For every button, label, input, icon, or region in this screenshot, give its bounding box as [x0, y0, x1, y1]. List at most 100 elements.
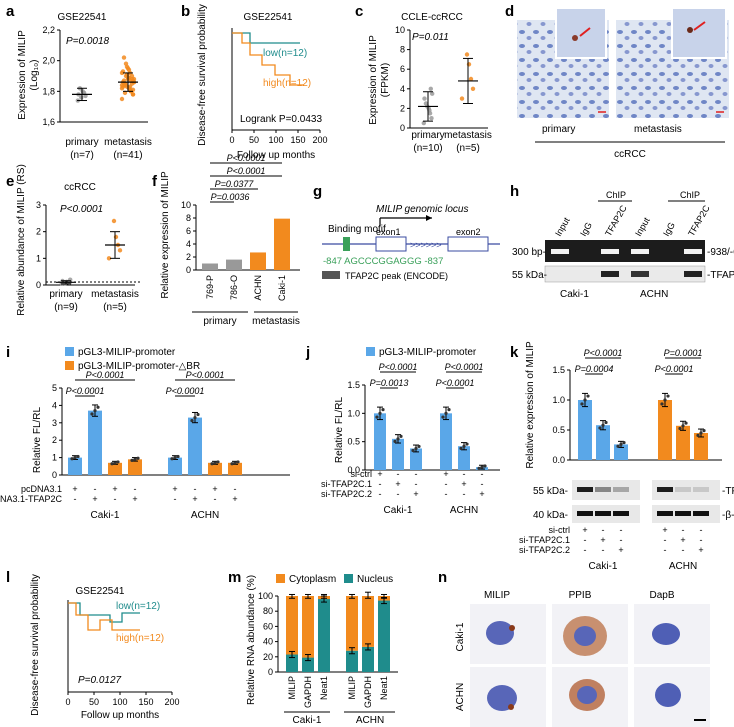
- d-metastasis-arrow-icon: [693, 21, 706, 31]
- f-pval-1: P<0.0001: [227, 166, 266, 176]
- i-dot-6-1: [213, 461, 217, 465]
- k-row-1: si-TFAP2C.1: [519, 535, 570, 545]
- i-cell-1: ACHN: [191, 510, 219, 521]
- a-n-1: (n=41): [113, 150, 142, 161]
- j-dot-1-2: [399, 434, 403, 438]
- g-peak-box: [322, 271, 340, 279]
- c-point-0-6: [422, 96, 427, 101]
- k-dot-0-1: [583, 398, 587, 402]
- a-cat-1: metastasis: [104, 137, 152, 148]
- k-actin-band-0: [577, 511, 593, 516]
- i-dot-6-2: [216, 460, 220, 464]
- h-band1: -938/-629: [707, 247, 734, 258]
- b-high-curve: [232, 32, 304, 86]
- panel-c-letter: c: [355, 3, 363, 20]
- i-sign-0-0: +: [72, 484, 77, 494]
- k-bar-4: [676, 425, 690, 460]
- l-xticks: 0 50 100 150 200: [65, 692, 180, 707]
- f-ytick-label-4: 2: [186, 252, 191, 262]
- f-cat-0: 769-P: [205, 275, 215, 299]
- b-xlabel: Follow up months: [237, 150, 315, 161]
- i-ytick-label-1: 4: [52, 400, 57, 410]
- e-point-1-3: [113, 234, 119, 240]
- i-bar-6: [208, 462, 222, 475]
- m-legend-swatch-1: [344, 574, 353, 583]
- k-actin-band-3: [657, 511, 673, 516]
- h-lane-labels: Input IgG TFAP2C Input IgG TFAP2C: [553, 203, 712, 238]
- a-ytick-label-0: 2,2: [42, 25, 55, 35]
- k-bar-5: [694, 433, 708, 460]
- e-ytick-label-0: 3: [36, 200, 41, 210]
- panel-l: GSE22541 Disease-free survival probabili…: [30, 574, 180, 721]
- j-dot-4-2: [465, 442, 469, 446]
- j-sign-0-5: -: [481, 469, 484, 479]
- i-bar-7: [228, 462, 242, 475]
- i-dot-5-0: [190, 419, 194, 423]
- k-pval-2: P=0.0001: [664, 348, 703, 358]
- a-point-1-39: [119, 70, 125, 76]
- k-pval-0: P<0.0001: [584, 348, 623, 358]
- m-bar-nucleus-5: [378, 600, 390, 672]
- j-dot-2-2: [417, 444, 421, 449]
- b-xticks: 0 50 100 150 200: [229, 130, 328, 145]
- j-bar-2: [410, 448, 422, 470]
- e-ytick-label-3: 0: [36, 280, 41, 290]
- i-sign-0-7: -: [234, 484, 237, 494]
- panel-j-letter: j: [305, 344, 310, 361]
- j-ylabel: Relative FL/RL: [334, 396, 345, 463]
- j-dot-0-2: [381, 407, 385, 412]
- e-n-0: (n=9): [54, 302, 78, 313]
- h-lane-1: IgG: [578, 220, 594, 238]
- panel-d-letter: d: [505, 3, 514, 20]
- i-sign-0-1: -: [94, 484, 97, 494]
- i-ytick-label-5: 0: [52, 470, 57, 480]
- f-ytick-label-5: 0: [186, 265, 191, 275]
- panel-m-letter: m: [228, 569, 241, 586]
- c-yunit: (FPKM): [380, 63, 391, 97]
- l-pval: P=0.0127: [78, 675, 122, 686]
- a-point-1-40: [130, 92, 136, 97]
- panel-c: CCLE-ccRCC P=0.011 Expression of MILIP (…: [368, 12, 492, 154]
- j-sign-0-3: +: [443, 469, 448, 479]
- e-cat-1: metastasis: [91, 289, 139, 300]
- i-dot-3-2: [136, 456, 140, 460]
- m-bar-nucleus-2: [318, 599, 330, 672]
- j-dot-0-1: [378, 411, 382, 415]
- f-cat-2: ACHN: [253, 275, 263, 301]
- h-lane-0: Input: [553, 215, 572, 238]
- i-bar-5: [188, 417, 202, 475]
- i-dot-0-1: [73, 456, 77, 460]
- k-actin-band-5: [693, 511, 709, 516]
- k-ytick-label-2: 0.5: [552, 425, 565, 435]
- n-cell-nucleus-1: [486, 621, 514, 645]
- k-dot-4-1: [681, 424, 685, 428]
- c-title: CCLE-ccRCC: [401, 12, 463, 23]
- i-ytick-label-0: 5: [52, 383, 57, 393]
- c-point-0-8: [428, 86, 433, 92]
- k-bar-0: [578, 400, 592, 460]
- k-kda1: 55 kDa-: [533, 486, 568, 497]
- l-xlabel: Follow up months: [81, 710, 159, 721]
- h-lane-4: IgG: [661, 220, 677, 238]
- f-group-1: metastasis: [252, 316, 300, 327]
- j-sign-0-2: -: [415, 469, 418, 479]
- j-sign-1-4: +: [461, 479, 466, 489]
- m-ytick-label-5: 0: [268, 667, 273, 677]
- panel-i-letter: i: [6, 344, 10, 361]
- a-ytick-label-3: 1,6: [42, 117, 55, 127]
- b-pval: Logrank P=0.0433: [240, 114, 322, 125]
- c-point-0-0: [421, 120, 426, 126]
- k-ytick-label-0: 1.5: [552, 365, 565, 375]
- k-dot-1-1: [601, 423, 605, 427]
- k-sign-1-0: -: [584, 535, 587, 545]
- j-bar-3: [440, 413, 452, 470]
- c-cat-1: metastasis: [444, 130, 492, 141]
- j-plot-area: 1.5 1.0 0.5 0.0 P<0.0001 P=0.0013 P<0.0001 P<0.…: [321, 362, 500, 516]
- f-cat-3: Caki-1: [277, 275, 287, 301]
- n-col-0: MILIP: [484, 590, 510, 601]
- f-cat-1: 786-O: [229, 275, 239, 300]
- l-xtick-label-4: 200: [164, 697, 179, 707]
- k-tfap2c-band-0: [577, 487, 593, 492]
- n-cell-nucleus-2: [574, 626, 596, 646]
- h-cell-0: Caki-1: [560, 289, 589, 300]
